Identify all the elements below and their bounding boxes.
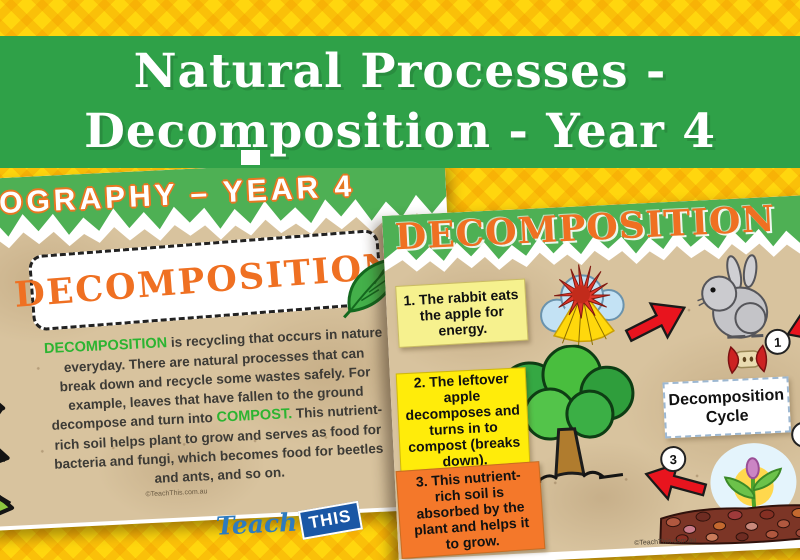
arrow-rabbit-to-apple-icon [785, 305, 800, 342]
step-box-3: 3. This nutrient-rich soil is absorbed b… [395, 461, 546, 559]
apple-core-illustration [727, 344, 768, 375]
arrow-sun-to-rabbit-icon [624, 302, 687, 343]
rabbit-illustration [697, 254, 769, 339]
fern-illustration [0, 251, 15, 535]
cycle-label-line2: Cycle [705, 407, 749, 427]
slide-cycle: DECOMPOSITION 1. The rabbit eats the app… [382, 193, 800, 560]
keyword-decomposition: DECOMPOSITION [43, 335, 168, 358]
step-box-1: 1. The rabbit eats the apple for energy. [395, 278, 529, 348]
title-banner: Natural Processes - Decomposition - Year… [0, 36, 800, 168]
logo-teach-text: Teach [215, 507, 298, 541]
keyword-compost: COMPOST. [216, 406, 293, 426]
banner-line-1: Natural Processes - [133, 44, 667, 99]
cycle-label-box: Decomposition Cycle [662, 376, 792, 439]
logo-this-badge: THIS [298, 500, 363, 540]
arrow-compost-to-tree-icon [644, 461, 708, 502]
intro-paragraph: DECOMPOSITION is recycling that occurs i… [43, 323, 390, 493]
step-box-2: 2. The leftover apple decomposes and tur… [395, 367, 531, 474]
banner-line-2: Decomposition - Year 4 [84, 104, 716, 159]
teachthis-logo: Teach THIS [215, 500, 363, 541]
compost-illustration [659, 504, 800, 545]
banner-notch [241, 150, 260, 165]
sun-cloud-illustration [540, 264, 625, 346]
